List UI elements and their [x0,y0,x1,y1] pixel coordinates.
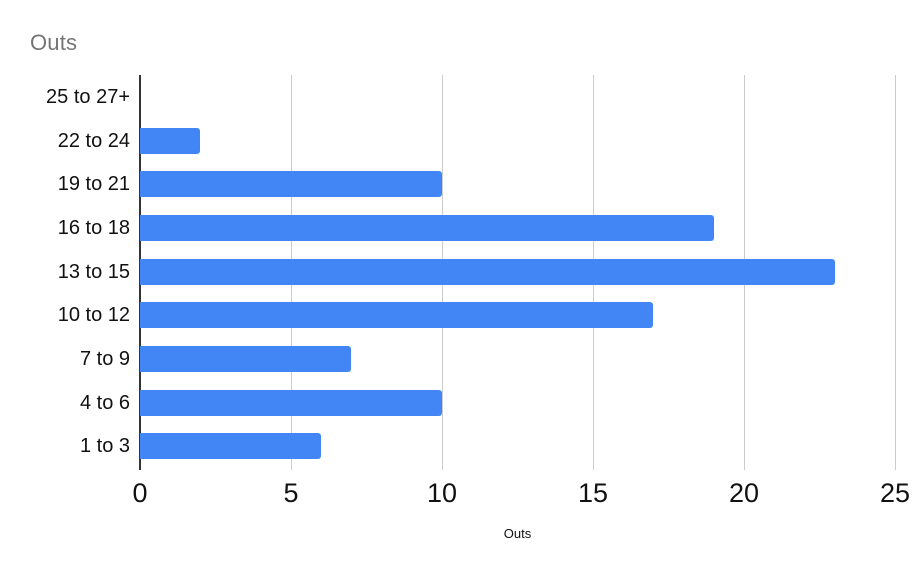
bar-4-to-6[interactable] [140,389,442,416]
gridline [894,75,896,470]
plot-area [139,75,896,470]
bar-1-to-3[interactable] [140,433,322,460]
y-axis-label: 4 to 6 [79,391,130,414]
y-axis-label: 1 to 3 [79,435,130,458]
x-tick-label: 10 [426,478,458,508]
x-tick-label: 25 [879,478,911,508]
chart-title: Outs [30,30,78,55]
x-tick-label: 5 [283,478,299,508]
y-axis-label: 19 to 21 [57,173,130,196]
x-tick-label: 20 [728,478,760,508]
bar-7-to-9[interactable] [140,345,352,372]
y-axis-label: 25 to 27+ [46,85,130,108]
y-axis-label: 13 to 15 [57,260,130,283]
y-axis-label: 10 to 12 [57,304,130,327]
y-axis-label: 22 to 24 [57,129,130,152]
bar-16-to-18[interactable] [140,214,714,241]
bar-13-to-15[interactable] [140,258,835,285]
y-axis-label: 7 to 9 [79,347,130,370]
bar-10-to-12[interactable] [140,302,654,329]
x-tick-label: 0 [132,478,148,508]
x-axis-title: Outs [503,526,532,541]
x-tick-label: 15 [577,478,609,508]
bar-22-to-24[interactable] [140,127,201,154]
bar-19-to-21[interactable] [140,171,442,198]
y-axis-label: 16 to 18 [57,216,130,239]
